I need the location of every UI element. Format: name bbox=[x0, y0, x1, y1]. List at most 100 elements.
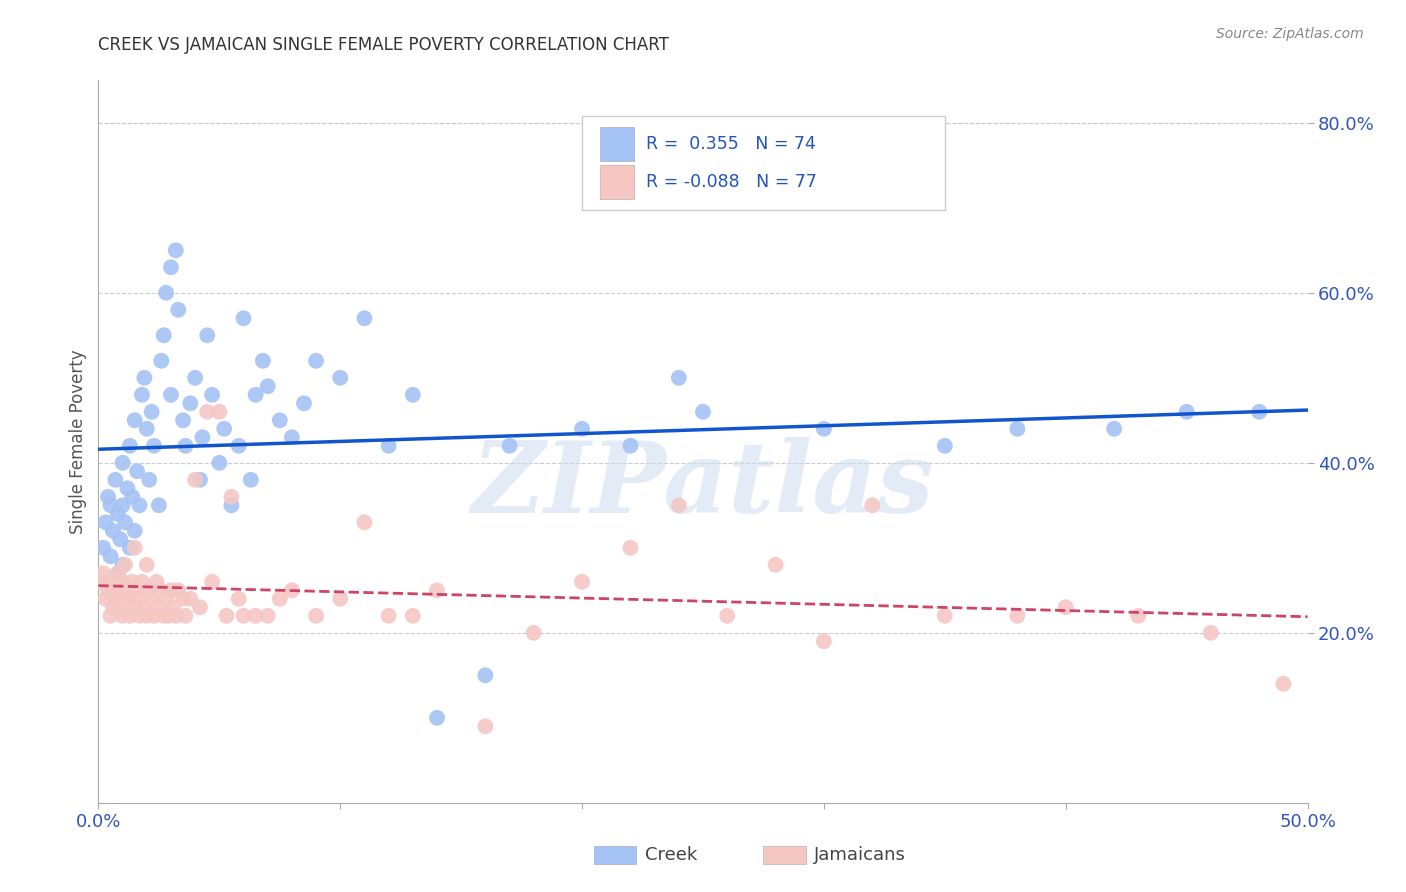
Point bbox=[239, 473, 262, 487]
Point bbox=[305, 353, 328, 368]
Point bbox=[100, 608, 122, 623]
Bar bbox=[600, 127, 634, 161]
Point bbox=[201, 574, 224, 589]
Point bbox=[141, 405, 163, 419]
Point bbox=[860, 498, 883, 512]
Point bbox=[1199, 625, 1222, 640]
Point bbox=[124, 600, 146, 615]
Point bbox=[117, 591, 139, 606]
Point bbox=[117, 481, 139, 495]
Point bbox=[426, 583, 449, 598]
Text: Source: ZipAtlas.com: Source: ZipAtlas.com bbox=[1216, 27, 1364, 41]
Point bbox=[91, 541, 114, 555]
Point bbox=[128, 608, 150, 623]
Point bbox=[813, 422, 835, 436]
Point bbox=[141, 591, 163, 606]
Point bbox=[232, 311, 254, 326]
Point bbox=[188, 600, 211, 615]
Point bbox=[135, 558, 157, 572]
Point bbox=[101, 600, 124, 615]
Point bbox=[402, 608, 425, 623]
Point bbox=[668, 498, 690, 512]
Point bbox=[114, 558, 136, 572]
Point bbox=[215, 608, 238, 623]
Point bbox=[1128, 608, 1150, 623]
Bar bbox=[763, 846, 806, 864]
Point bbox=[208, 456, 231, 470]
Point bbox=[107, 591, 129, 606]
Point bbox=[94, 516, 117, 530]
Point bbox=[1175, 405, 1198, 419]
Point bbox=[813, 634, 835, 648]
Point bbox=[91, 566, 114, 581]
Point bbox=[97, 583, 120, 598]
Point bbox=[157, 608, 180, 623]
Point bbox=[1007, 608, 1029, 623]
Point bbox=[269, 591, 291, 606]
Point bbox=[179, 396, 201, 410]
Point bbox=[100, 574, 122, 589]
Bar bbox=[595, 846, 637, 864]
Text: ZIPatlas: ZIPatlas bbox=[472, 437, 934, 533]
Point bbox=[111, 574, 134, 589]
Point bbox=[208, 405, 231, 419]
Point bbox=[474, 668, 496, 682]
Point bbox=[94, 591, 117, 606]
Point bbox=[145, 574, 167, 589]
Text: CREEK VS JAMAICAN SINGLE FEMALE POVERTY CORRELATION CHART: CREEK VS JAMAICAN SINGLE FEMALE POVERTY … bbox=[98, 36, 669, 54]
Point bbox=[523, 625, 546, 640]
Point bbox=[184, 473, 207, 487]
Point bbox=[305, 608, 328, 623]
Point bbox=[138, 583, 160, 598]
Point bbox=[256, 608, 278, 623]
Point bbox=[245, 608, 267, 623]
Point bbox=[118, 608, 141, 623]
Point bbox=[107, 507, 129, 521]
Point bbox=[765, 558, 787, 572]
Point bbox=[571, 574, 593, 589]
Point bbox=[97, 490, 120, 504]
Point bbox=[111, 498, 134, 512]
Point bbox=[934, 608, 956, 623]
Point bbox=[114, 516, 136, 530]
Point bbox=[619, 439, 641, 453]
Point bbox=[108, 600, 131, 615]
Point bbox=[377, 439, 399, 453]
Point bbox=[228, 439, 250, 453]
Point bbox=[165, 244, 187, 258]
Text: R =  0.355   N = 74: R = 0.355 N = 74 bbox=[647, 135, 815, 153]
Point bbox=[167, 583, 190, 598]
Point bbox=[256, 379, 278, 393]
Point bbox=[498, 439, 520, 453]
Point bbox=[127, 591, 149, 606]
Point bbox=[281, 430, 304, 444]
Point bbox=[150, 583, 173, 598]
Point bbox=[1272, 677, 1295, 691]
Point bbox=[111, 558, 134, 572]
Point bbox=[174, 439, 197, 453]
Point bbox=[353, 516, 375, 530]
Point bbox=[114, 583, 136, 598]
Point bbox=[131, 574, 153, 589]
Point bbox=[172, 591, 194, 606]
Point bbox=[201, 388, 224, 402]
Point bbox=[124, 524, 146, 538]
Point bbox=[221, 490, 243, 504]
Point bbox=[571, 422, 593, 436]
Point bbox=[934, 439, 956, 453]
Text: Creek: Creek bbox=[645, 847, 697, 864]
Point bbox=[108, 533, 131, 547]
Point bbox=[100, 498, 122, 512]
Point bbox=[619, 541, 641, 555]
Point bbox=[426, 711, 449, 725]
Point bbox=[124, 583, 146, 598]
Point bbox=[143, 439, 166, 453]
Point bbox=[692, 405, 714, 419]
Point bbox=[104, 473, 127, 487]
Point bbox=[128, 498, 150, 512]
Point bbox=[195, 328, 218, 343]
Y-axis label: Single Female Poverty: Single Female Poverty bbox=[69, 350, 87, 533]
Point bbox=[118, 541, 141, 555]
Point bbox=[160, 388, 183, 402]
Point bbox=[148, 600, 170, 615]
